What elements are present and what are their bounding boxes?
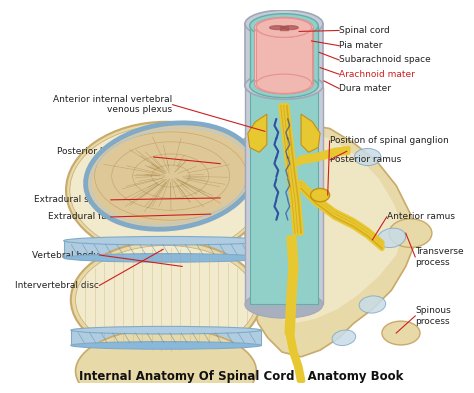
Polygon shape [280,26,288,29]
Ellipse shape [250,14,318,38]
Text: Position of spinal ganglion: Position of spinal ganglion [329,136,448,145]
Ellipse shape [256,18,311,37]
Ellipse shape [382,321,420,345]
Ellipse shape [256,74,311,94]
Bar [250,86,318,305]
Ellipse shape [245,72,323,99]
Polygon shape [283,26,298,29]
Text: Transverse
process: Transverse process [415,247,464,266]
Text: Posterior longitudinal
ligament: Posterior longitudinal ligament [57,147,154,167]
Text: Dura mater: Dura mater [339,84,391,93]
Polygon shape [249,129,404,323]
Text: Anterior ramus: Anterior ramus [387,213,455,222]
Ellipse shape [66,122,266,259]
Ellipse shape [75,328,256,393]
Ellipse shape [71,241,261,359]
Text: Pia mater: Pia mater [339,41,383,50]
Text: Spinal cord: Spinal cord [339,26,390,35]
Ellipse shape [332,330,356,345]
Ellipse shape [245,291,323,318]
Text: Arachnoid mater: Arachnoid mater [339,70,415,79]
Ellipse shape [250,73,318,97]
Polygon shape [248,114,267,152]
Ellipse shape [377,228,406,248]
Bar [255,28,313,84]
Text: Internal Anatomy Of Spinal Cord - Anatomy Book: Internal Anatomy Of Spinal Cord - Anatom… [79,369,403,382]
Ellipse shape [71,342,261,349]
Ellipse shape [355,149,381,165]
Ellipse shape [310,188,329,202]
Bar [245,24,323,86]
Text: Extradural space: Extradural space [34,195,111,204]
Ellipse shape [86,123,256,229]
Ellipse shape [70,126,262,255]
Ellipse shape [64,253,268,262]
Bar [245,86,323,305]
Ellipse shape [75,246,256,354]
Bar [64,241,268,258]
Ellipse shape [245,10,323,37]
Ellipse shape [389,219,432,248]
Ellipse shape [255,73,313,94]
Bar [71,330,261,345]
Text: Spinous
process: Spinous process [415,306,451,326]
Bar [256,28,311,84]
Text: Subarachnoid space: Subarachnoid space [339,55,431,64]
Text: Extradural fat: Extradural fat [48,213,111,222]
Text: Vertebral body: Vertebral body [33,250,100,259]
Polygon shape [301,114,320,152]
Polygon shape [239,119,415,357]
Ellipse shape [256,18,311,37]
Polygon shape [270,26,285,29]
Ellipse shape [255,17,313,38]
Text: Posterior ramus: Posterior ramus [329,155,401,164]
Ellipse shape [71,326,261,334]
Text: Anterior internal vertebral
venous plexus: Anterior internal vertebral venous plexu… [54,95,173,114]
Ellipse shape [64,237,268,245]
Text: Intervertebral disc: Intervertebral disc [16,281,100,290]
Ellipse shape [359,296,386,313]
Bar [250,26,318,86]
